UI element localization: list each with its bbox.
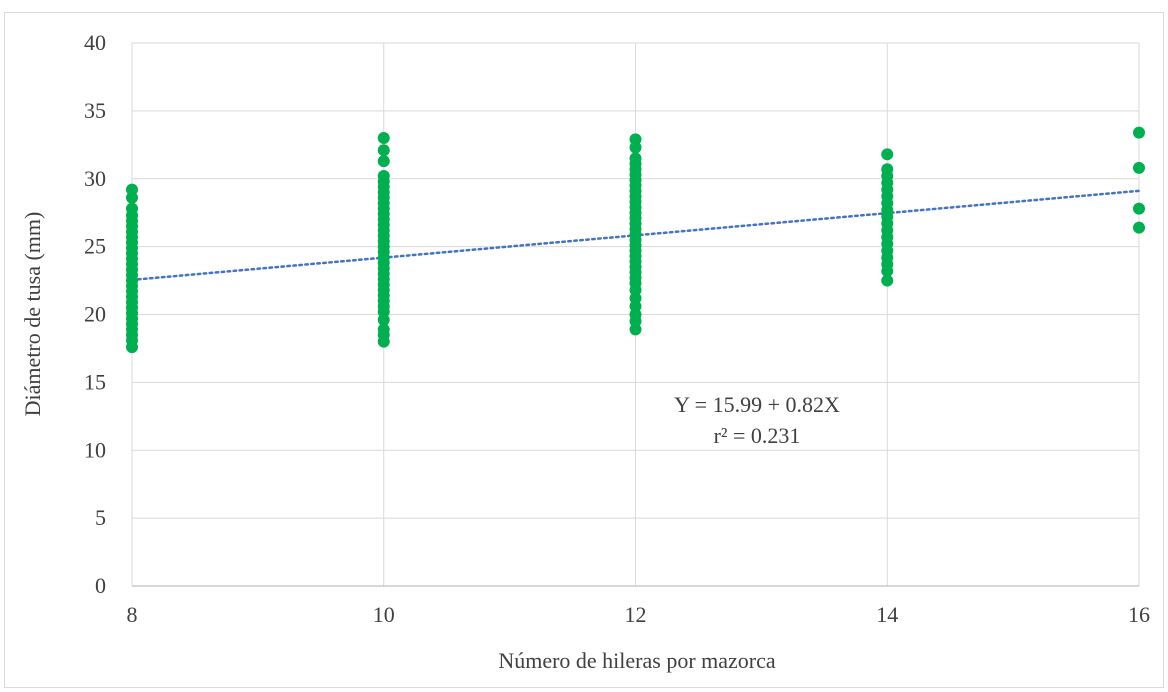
- data-points: [126, 126, 1145, 354]
- data-point: [377, 132, 390, 145]
- x-axis-label: Número de hileras por mazorca: [498, 648, 776, 673]
- data-point: [881, 148, 894, 161]
- y-tick-label: 5: [95, 505, 106, 530]
- data-point: [377, 155, 390, 168]
- data-point: [1133, 202, 1145, 215]
- x-tick-label: 14: [876, 602, 898, 627]
- data-point: [377, 144, 390, 157]
- y-tick-label: 25: [84, 234, 106, 259]
- data-point: [377, 335, 390, 348]
- y-tick-label: 0: [95, 573, 106, 598]
- data-point: [1133, 126, 1145, 139]
- y-tick-label: 30: [84, 166, 106, 191]
- x-tick-label: 16: [1128, 602, 1150, 627]
- data-point: [629, 323, 642, 336]
- r-squared-label: r² = 0.231: [714, 423, 801, 448]
- x-tick-label: 12: [625, 602, 647, 627]
- data-point: [126, 341, 138, 354]
- y-tick-label: 35: [84, 98, 106, 123]
- x-tick-label: 8: [127, 602, 138, 627]
- y-tick-label: 10: [84, 437, 106, 462]
- x-tick-label: 10: [373, 602, 395, 627]
- x-tick-labels: 8 10 12 14 16: [127, 602, 1151, 627]
- y-tick-label: 20: [84, 302, 106, 327]
- y-axis-label: Diámetro de tusa (mm): [20, 212, 45, 417]
- data-point: [126, 191, 138, 204]
- data-point: [1133, 161, 1145, 174]
- regression-equation: Y = 15.99 + 0.82X: [674, 392, 840, 417]
- data-point: [377, 313, 390, 326]
- data-point: [629, 141, 642, 154]
- y-tick-label: 40: [84, 30, 106, 55]
- data-point: [881, 274, 894, 287]
- data-point: [1133, 221, 1145, 234]
- chart-frame: [4, 12, 1164, 688]
- y-tick-label: 15: [84, 369, 106, 394]
- data-point: [881, 265, 894, 278]
- y-tick-labels: 0 5 10 15 20 25 30 35 40: [84, 30, 106, 598]
